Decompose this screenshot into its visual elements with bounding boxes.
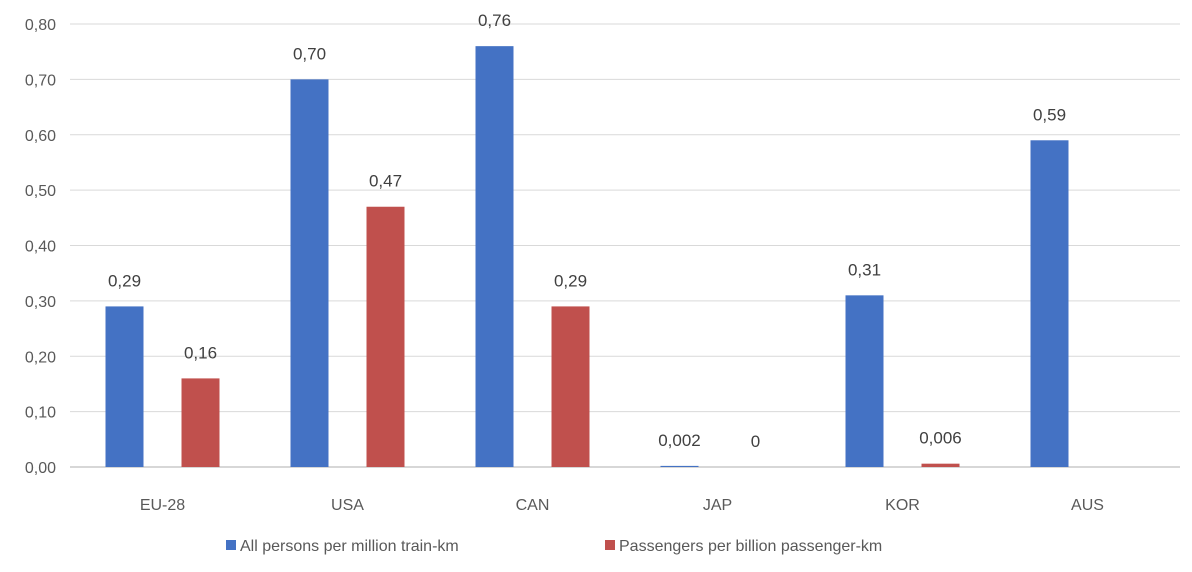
- x-category-label: JAP: [703, 497, 732, 514]
- data-label: 0,002: [658, 431, 701, 450]
- x-axis-category-labels: EU-28 USA CAN JAP KOR AUS: [140, 497, 1104, 514]
- gridlines: [70, 23, 1180, 468]
- data-label: 0: [751, 432, 760, 451]
- y-tick-label: 0,70: [25, 72, 56, 89]
- y-tick-label: 0,40: [25, 239, 56, 256]
- y-tick-label: 0,30: [25, 294, 56, 311]
- legend-item: Passengers per billion passenger-km: [605, 538, 882, 555]
- legend-label: All persons per million train-km: [240, 538, 459, 555]
- legend-swatch: [605, 540, 615, 550]
- data-label: 0,59: [1033, 105, 1066, 124]
- legend: All persons per million train-km Passenge…: [226, 538, 882, 555]
- data-label: 0,29: [554, 271, 587, 290]
- data-labels: 0,29 0,70 0,76 0,002 0,31 0,59 0,16 0,47 0,29 0 0,…: [108, 11, 1066, 451]
- data-label: 0,31: [848, 260, 881, 279]
- data-label: 0,76: [478, 11, 511, 30]
- bar-series-2: [921, 463, 960, 467]
- y-tick-label: 0,60: [25, 128, 56, 145]
- data-label: 0,47: [369, 172, 402, 191]
- legend-label: Passengers per billion passenger-km: [619, 538, 882, 555]
- bars: [105, 46, 1069, 468]
- bar-series-2: [181, 378, 220, 467]
- y-tick-label: 0,80: [25, 17, 56, 34]
- bar-series-1: [290, 79, 329, 467]
- x-category-label: USA: [331, 497, 364, 514]
- bar-series-2: [551, 306, 590, 467]
- y-tick-label: 0,00: [25, 460, 56, 477]
- bar-series-1: [660, 465, 699, 467]
- bar-series-2: [366, 206, 405, 468]
- y-axis-tick-labels: 0,00 0,10 0,20 0,30 0,40 0,50 0,60 0,70 0,80: [25, 17, 56, 477]
- bar-series-1: [475, 46, 514, 468]
- y-tick-label: 0,20: [25, 349, 56, 366]
- x-category-label: CAN: [516, 497, 550, 514]
- legend-item: All persons per million train-km: [226, 538, 459, 555]
- y-tick-label: 0,50: [25, 183, 56, 200]
- legend-swatch: [226, 540, 236, 550]
- data-label: 0,70: [293, 44, 326, 63]
- bar-series-1: [1030, 140, 1069, 467]
- bar-series-1: [845, 295, 884, 467]
- data-label: 0,16: [184, 343, 217, 362]
- data-label: 0,29: [108, 271, 141, 290]
- data-label: 0,006: [919, 429, 962, 448]
- bar-series-1: [105, 306, 144, 467]
- x-category-label: KOR: [885, 497, 920, 514]
- y-tick-label: 0,10: [25, 405, 56, 422]
- x-category-label: AUS: [1071, 497, 1104, 514]
- x-category-label: EU-28: [140, 497, 185, 514]
